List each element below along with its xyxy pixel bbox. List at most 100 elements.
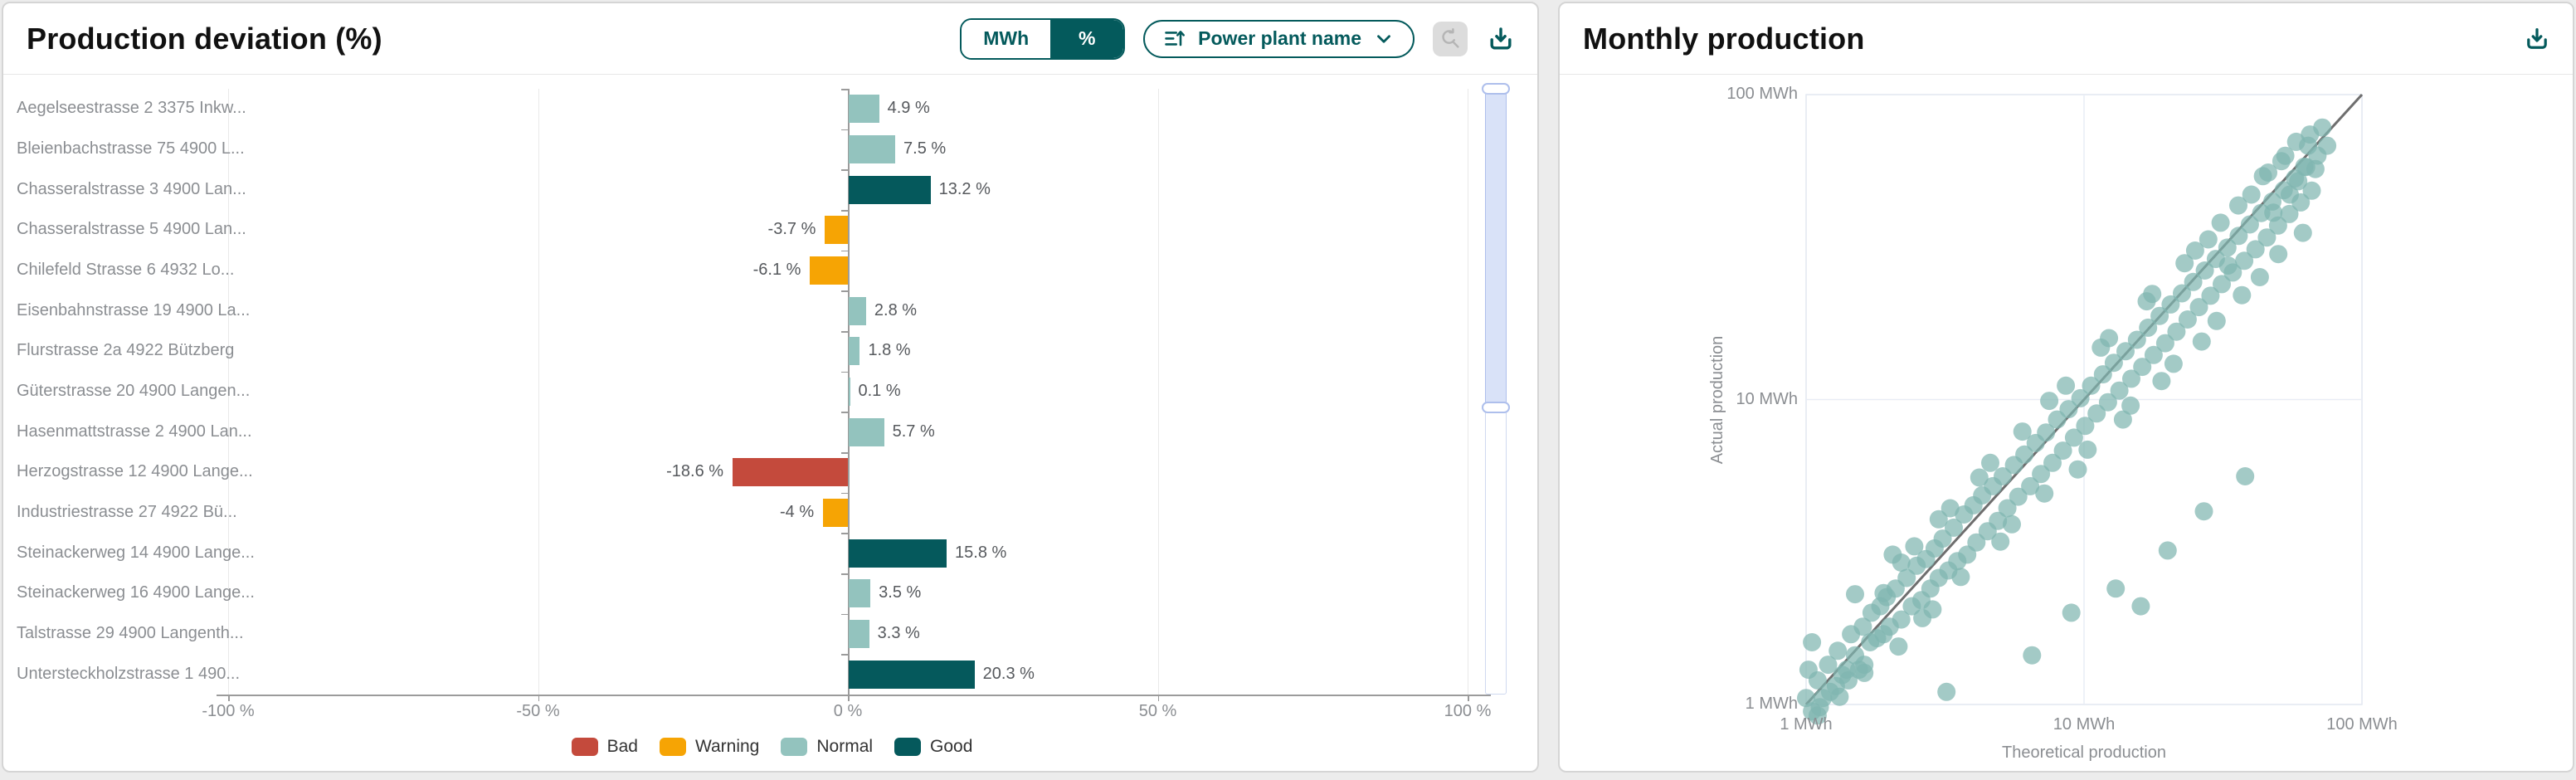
bar[interactable] bbox=[849, 95, 879, 124]
scatter-point[interactable] bbox=[2116, 342, 2135, 361]
scatter-point[interactable] bbox=[2152, 372, 2171, 391]
scatter-point[interactable] bbox=[2035, 484, 2054, 503]
scatter-point[interactable] bbox=[2098, 392, 2117, 412]
scatter-point[interactable] bbox=[2178, 310, 2197, 329]
unit-toggle-percent-button[interactable]: % bbox=[1050, 19, 1124, 58]
scatter-point[interactable] bbox=[2064, 428, 2083, 447]
scatter-point[interactable] bbox=[1941, 499, 1960, 518]
scatter-point[interactable] bbox=[1905, 537, 1924, 556]
scatter-point[interactable] bbox=[2229, 196, 2247, 215]
bar[interactable] bbox=[849, 539, 947, 568]
bar[interactable] bbox=[849, 660, 975, 689]
scatter-point[interactable] bbox=[2021, 476, 2040, 495]
scatter-point[interactable] bbox=[2009, 487, 2028, 506]
scatter-point[interactable] bbox=[2137, 292, 2156, 311]
scatter-point[interactable] bbox=[2250, 268, 2269, 286]
scatter-point[interactable] bbox=[2015, 445, 2034, 464]
scatter-point[interactable] bbox=[2192, 332, 2211, 351]
bar[interactable] bbox=[849, 378, 850, 406]
scatter-point[interactable] bbox=[2259, 163, 2277, 182]
scatter-point[interactable] bbox=[1830, 687, 1849, 706]
scatter-point[interactable] bbox=[2229, 227, 2248, 246]
unit-toggle-mwh-button[interactable]: MWh bbox=[962, 19, 1051, 58]
scatter-point[interactable] bbox=[2242, 185, 2261, 204]
scatter-point[interactable] bbox=[2276, 146, 2295, 165]
scatter-point[interactable] bbox=[2218, 238, 2237, 257]
reset-zoom-button[interactable] bbox=[1433, 21, 1468, 56]
scatter-point[interactable] bbox=[1808, 670, 1827, 690]
scrollbar-handle-top[interactable] bbox=[1482, 83, 1510, 95]
scatter-point[interactable] bbox=[2155, 334, 2174, 353]
scatter-point[interactable] bbox=[2281, 185, 2299, 204]
download-button[interactable] bbox=[1486, 24, 1516, 54]
scatter-point[interactable] bbox=[2240, 215, 2259, 234]
scatter-point[interactable] bbox=[2161, 295, 2180, 314]
scatter-point[interactable] bbox=[1945, 518, 1963, 537]
scatter-point[interactable] bbox=[1981, 453, 1999, 472]
scatter-point[interactable] bbox=[2059, 400, 2078, 419]
scatter-point[interactable] bbox=[2113, 410, 2132, 429]
scatter-point[interactable] bbox=[1892, 553, 1911, 572]
scatter-point[interactable] bbox=[1874, 583, 1893, 602]
scatter-point[interactable] bbox=[2144, 345, 2163, 364]
scatter-point[interactable] bbox=[2233, 285, 2252, 305]
legend-item-normal[interactable]: Normal bbox=[781, 737, 873, 757]
scatter-point[interactable] bbox=[2043, 453, 2062, 472]
scatter-point[interactable] bbox=[1991, 532, 2010, 551]
bar[interactable] bbox=[849, 175, 931, 204]
scatter-point[interactable] bbox=[2257, 228, 2277, 247]
scatter-point[interactable] bbox=[1808, 706, 1827, 725]
scatter-point[interactable] bbox=[2071, 388, 2090, 407]
bar[interactable] bbox=[849, 337, 860, 366]
scatter-point[interactable] bbox=[2306, 159, 2325, 178]
scatter-point[interactable] bbox=[2207, 311, 2226, 330]
scatter-point[interactable] bbox=[2201, 286, 2220, 305]
scatter-point[interactable] bbox=[2235, 251, 2254, 271]
scrollbar-handle-bottom[interactable] bbox=[1482, 402, 1510, 413]
scatter-point[interactable] bbox=[1994, 467, 2012, 485]
scatter-point[interactable] bbox=[2246, 240, 2265, 259]
scatter-point[interactable] bbox=[1803, 633, 1822, 651]
legend-item-warning[interactable]: Warning bbox=[659, 737, 759, 757]
scatter-point[interactable] bbox=[1998, 499, 2017, 518]
scatter-point[interactable] bbox=[2133, 358, 2152, 377]
scatter-point[interactable] bbox=[2078, 440, 2097, 459]
scatter-point[interactable] bbox=[2164, 354, 2183, 373]
scatter-point[interactable] bbox=[2057, 376, 2076, 395]
bar[interactable] bbox=[825, 216, 848, 245]
scatter-point[interactable] bbox=[2131, 597, 2150, 616]
scatter-point[interactable] bbox=[2150, 306, 2169, 325]
bar[interactable] bbox=[849, 135, 896, 163]
scatter-point[interactable] bbox=[2167, 322, 2186, 341]
download-button[interactable] bbox=[2523, 25, 2551, 53]
scatter-point[interactable] bbox=[2106, 579, 2126, 598]
scatter-point[interactable] bbox=[1989, 511, 2008, 530]
scatter-point[interactable] bbox=[2173, 284, 2191, 303]
scatter-point[interactable] bbox=[2040, 392, 2059, 411]
scatter-point[interactable] bbox=[2236, 467, 2255, 485]
chart-scrollbar-thumb[interactable] bbox=[1485, 89, 1507, 407]
scatter-point[interactable] bbox=[2122, 369, 2140, 388]
scatter-point[interactable] bbox=[1933, 529, 1952, 548]
bar[interactable] bbox=[849, 579, 871, 608]
scatter-point[interactable] bbox=[2218, 256, 2238, 275]
scatter-point[interactable] bbox=[2194, 502, 2213, 521]
scatter-point[interactable] bbox=[1819, 656, 1838, 675]
scatter-point[interactable] bbox=[1889, 637, 1908, 656]
scatter-point[interactable] bbox=[1967, 533, 1986, 552]
scatter-point[interactable] bbox=[2110, 381, 2129, 400]
scatter-point[interactable] bbox=[1970, 468, 1989, 487]
bar[interactable] bbox=[849, 296, 866, 325]
scatter-point[interactable] bbox=[2127, 330, 2146, 349]
scatter-point[interactable] bbox=[2139, 318, 2158, 337]
scatter-point[interactable] bbox=[2023, 646, 2042, 665]
scatter-point[interactable] bbox=[2003, 514, 2021, 534]
scatter-point[interactable] bbox=[2302, 181, 2321, 200]
sort-dropdown[interactable]: Power plant name bbox=[1143, 19, 1415, 58]
scatter-point[interactable] bbox=[2158, 541, 2177, 560]
bar[interactable] bbox=[823, 499, 848, 527]
bar[interactable] bbox=[810, 256, 848, 285]
bar[interactable] bbox=[849, 417, 884, 446]
scatter-point[interactable] bbox=[2199, 230, 2218, 249]
scatter-point[interactable] bbox=[1855, 663, 1874, 682]
